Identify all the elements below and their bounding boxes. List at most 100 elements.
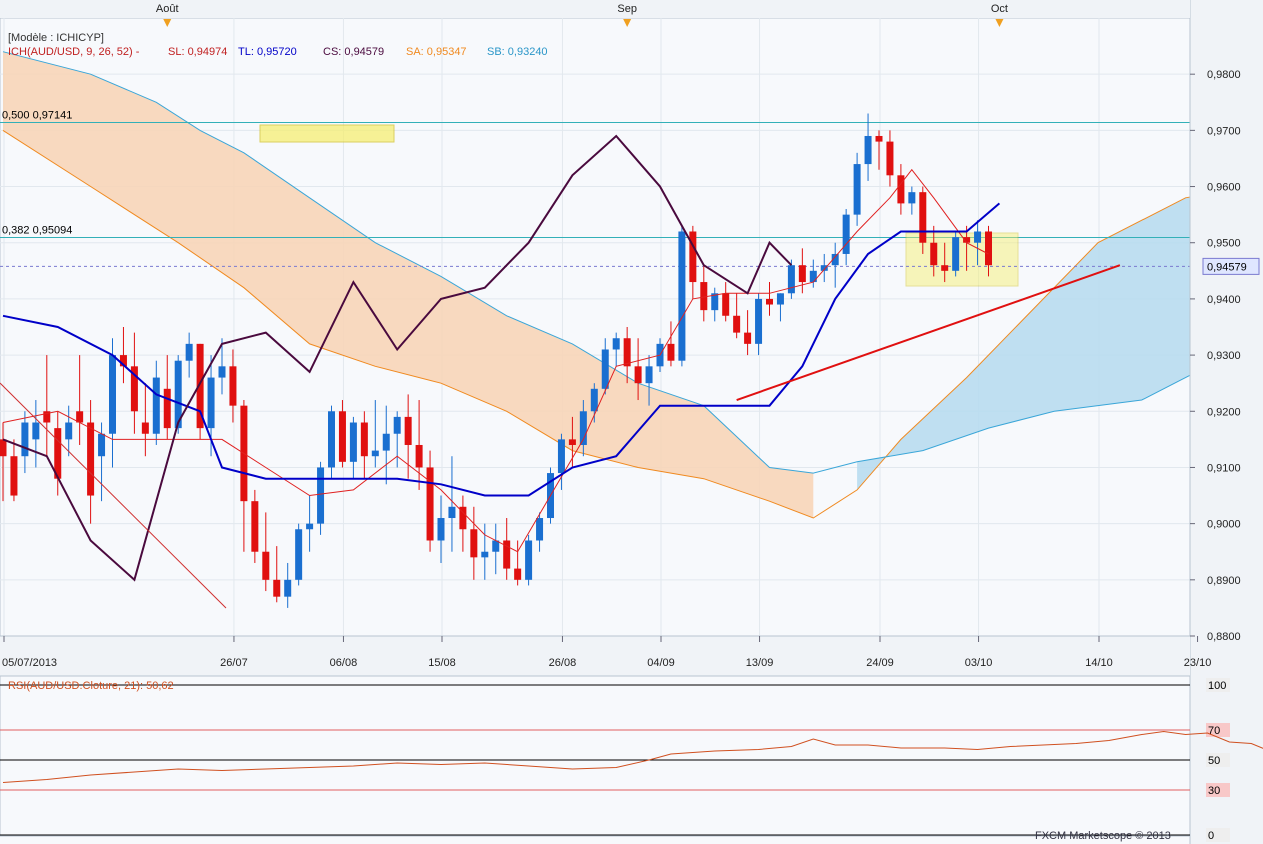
candle-bearish (229, 366, 237, 406)
rsi-label: RSI(AUD/USD.Cloture, 21): 50,62 (8, 680, 174, 692)
date-tick-label: 14/10 (1085, 657, 1113, 669)
price-axis (1190, 0, 1263, 844)
month-bar (0, 0, 1190, 18)
candle-bullish (174, 360, 182, 429)
candle-bullish (448, 506, 456, 519)
candle-bullish (864, 135, 872, 165)
candle-bullish (525, 540, 533, 580)
candle-bearish (196, 343, 204, 429)
rsi-level-box (1206, 678, 1230, 692)
candle-bullish (787, 265, 795, 294)
candle-bearish (415, 444, 423, 468)
candle-bearish (886, 141, 894, 176)
candle-bearish (119, 355, 127, 367)
indicator-legend: SA: 0,95347 (406, 46, 467, 58)
candle-bullish (678, 231, 686, 361)
candle-bearish (251, 501, 259, 552)
date-tick-label: 05/07/2013 (2, 657, 57, 669)
ichimoku-cloud-bullish (857, 186, 1252, 490)
candle-bearish (985, 231, 992, 266)
current-price-box (1202, 257, 1260, 275)
candle-bullish (295, 529, 303, 580)
candle-bearish (733, 315, 741, 333)
candle-bearish (623, 338, 631, 367)
rsi-level-label: 100 (1208, 680, 1226, 692)
price-tick-label: 0,8800 (1207, 631, 1241, 643)
date-tick-label: 23/10 (1184, 657, 1212, 669)
candle-bearish (10, 456, 18, 496)
candle-bullish (820, 265, 828, 271)
candle-bearish (76, 411, 84, 423)
candle-bullish (328, 411, 335, 468)
candle-bullish (842, 214, 850, 254)
candle-bullish (481, 551, 489, 558)
date-tick-label: 03/10 (965, 657, 993, 669)
candle-bearish (514, 568, 522, 580)
indicator-legend: TL: 0,95720 (238, 46, 297, 58)
candle-bullish (612, 338, 620, 350)
candle-bullish (952, 237, 960, 271)
price-tick-label: 0,9200 (1207, 406, 1241, 418)
candle-bearish (919, 192, 927, 243)
rsi-level-label: 0 (1208, 830, 1214, 842)
rsi-level-box (1206, 783, 1230, 797)
watermark: FXCM Marketscope © 2013 (1035, 830, 1171, 842)
candle-bearish (700, 282, 708, 311)
candle-bullish (185, 343, 193, 361)
month-marker-icon (163, 19, 172, 27)
resistance-trendline (0, 382, 227, 609)
candle-bullish (21, 422, 29, 457)
candle-bullish (65, 422, 73, 440)
price-tick-label: 0,9100 (1207, 462, 1241, 474)
fib-level-label: 0,382 0,95094 (2, 224, 72, 236)
candle-bearish (262, 551, 270, 580)
candle-bearish (568, 439, 576, 445)
candle-bullish (306, 523, 314, 530)
candle-bullish (218, 366, 226, 378)
candle-bearish (360, 422, 368, 457)
candle-bearish (689, 231, 697, 283)
month-label: Oct (991, 3, 1008, 15)
candle-bearish (930, 242, 938, 266)
candle-bearish (338, 411, 346, 462)
date-tick-label: 13/09 (746, 657, 774, 669)
indicator-legend: SL: 0,94974 (168, 46, 227, 58)
candle-bullish (98, 433, 106, 457)
price-tick-label: 0,9400 (1207, 294, 1241, 306)
indicator-legend: SB: 0,93240 (487, 46, 548, 58)
price-tick-label: 0,9300 (1207, 350, 1241, 362)
candle-bullish (536, 518, 544, 541)
candle-bearish (163, 388, 171, 429)
rsi-level-box (1206, 753, 1230, 767)
highlight-box (259, 124, 395, 143)
candle-bullish (645, 366, 653, 384)
candle-bullish (32, 422, 40, 440)
rsi-panel (0, 675, 1191, 837)
candle-bullish (109, 355, 116, 434)
ichimoku-cloud-bearish (3, 51, 814, 518)
indicator-legend: CS: 0,94579 (323, 46, 384, 58)
date-tick-label: 26/08 (549, 657, 577, 669)
candle-bullish (809, 270, 817, 283)
rsi-level-label: 30 (1208, 785, 1220, 797)
month-label: Août (156, 3, 179, 15)
candle-bullish (579, 411, 587, 445)
date-axis (0, 636, 1190, 676)
rsi-level-box (1206, 828, 1230, 842)
price-tick-label: 0,9000 (1207, 519, 1241, 531)
price-tick-label: 0,8900 (1207, 575, 1241, 587)
tenkan-sen-line (2, 168, 989, 553)
candle-bullish (601, 349, 609, 389)
candle-bullish (974, 231, 982, 243)
price-tick-label: 0,9800 (1207, 69, 1241, 81)
rsi-level-label: 50 (1208, 755, 1220, 767)
indicator-legend: ICH(AUD/USD, 9, 26, 52) - (8, 46, 140, 58)
date-tick-label: 04/09 (647, 657, 675, 669)
candle-bullish (284, 579, 292, 597)
candle-bearish (667, 343, 675, 361)
month-label: Sep (617, 3, 637, 15)
candle-bullish (393, 416, 401, 434)
candle-bullish (776, 293, 784, 305)
senkou-span-a-line (2, 129, 1252, 519)
